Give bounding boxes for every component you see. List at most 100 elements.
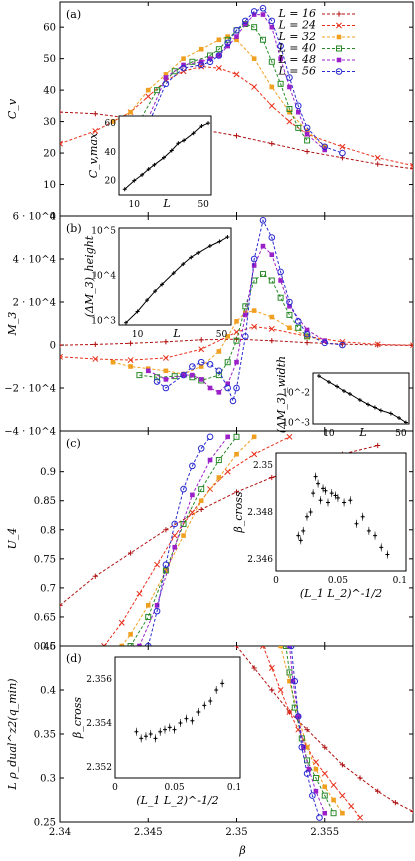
y-axis-label: U_4 [6,528,19,550]
data-point [128,632,133,637]
data-point [259,271,266,278]
data-point [137,643,142,646]
data-point [259,217,267,224]
inset-point [335,384,340,389]
y-tick-label: 10 [43,180,56,191]
inset-point [140,172,145,177]
data-point [206,433,214,441]
inset-point [366,402,371,407]
series-line [147,14,326,151]
data-point [298,743,306,751]
data-point [268,277,275,284]
data-point [92,356,99,362]
legend-label: L = 48 [277,53,316,66]
data-point [287,325,292,331]
data-point [303,124,311,132]
data-point [287,109,292,115]
data-point [60,602,63,608]
inset-point [207,244,212,249]
data-point [269,84,275,90]
series-group [60,433,381,646]
inset-line [318,375,407,423]
data-point [269,314,275,320]
inset-x-label: (L_1 L_2)^-1/2 [300,587,382,600]
data-point [259,4,267,12]
inset-point [122,187,127,192]
data-point [154,561,161,568]
data-point [243,312,248,318]
series-line [130,436,237,646]
inset-y-tick-label: 10^5 [91,226,116,236]
data-point [216,475,222,480]
y-tick-label: 0.4 [40,686,56,697]
data-point [216,349,222,354]
data-point [163,568,169,573]
data-point [189,462,196,470]
inset-point [326,380,331,384]
inset-x-tick-label: 10 [323,429,335,439]
data-point [198,486,205,493]
data-point [206,361,214,368]
panel-2: 6 · 10^4 4 · 10^4 2 · 10^4 0 −2 · 10^4 −4 · 1… [4,212,414,439]
inset-x-tick-label: 0.05 [328,576,348,586]
data-point [92,341,98,347]
y-tick-label: 0.8 [40,525,56,536]
inset-y-tick-label: 10^-3 [282,419,310,429]
panel-label: (c) [66,437,81,450]
inset-x-tick-label: 0 [112,783,118,793]
legend-label: L = 32 [277,30,316,43]
data-point [251,24,258,31]
data-point [301,744,306,750]
data-point [278,646,283,649]
data-point [234,359,239,365]
inset-x-tick-label: 0.1 [227,783,241,793]
data-point [269,252,275,257]
data-point [322,784,328,790]
data-point [251,323,258,330]
inset-x-label: (L_1 L_2)^-1/2 [136,794,218,807]
data-point [268,665,275,671]
data-point [234,319,239,324]
data-point [198,346,205,353]
inset-y-label: β_cross [71,697,84,740]
data-point [348,803,355,810]
data-point [287,84,292,90]
data-point [287,646,295,650]
data-point [331,797,336,803]
inset-point [176,141,181,146]
inset-y-tick-label: 10^-2 [282,389,310,399]
y-axis-label: L ρ_dual^z2(q_min) [6,678,19,790]
y-tick-label: 0.65 [34,612,56,623]
data-point [198,46,204,52]
panel-3: 0.90.850.80.750.70.650.6(c)U_42.352.3482… [6,430,414,653]
inset-x-tick-label: 0.1 [393,576,407,586]
inset-point [181,262,186,267]
y-tick-label: 0.3 [40,774,56,785]
data-point [198,337,204,343]
legend-label: L = 56 [277,65,316,78]
data-point [233,27,240,34]
data-point [180,485,187,493]
data-point [375,161,381,167]
data-point [136,372,143,379]
data-point [198,364,204,369]
data-point [224,39,231,47]
inset: 20 40 60 10 50 L C_v,max [87,115,212,210]
inset-x-tick-label: 0.05 [165,783,185,793]
data-point [162,384,170,392]
inset-point [161,155,166,160]
series-line [139,273,308,382]
data-point [216,37,222,43]
data-point [225,381,230,386]
data-point [251,451,258,458]
data-point [287,678,292,684]
y-axis-label: C_v [6,98,19,119]
data-point [251,56,257,61]
data-point [321,143,329,151]
data-point [60,140,63,147]
data-point [269,24,275,30]
data-point [269,474,275,481]
data-point [304,744,310,750]
